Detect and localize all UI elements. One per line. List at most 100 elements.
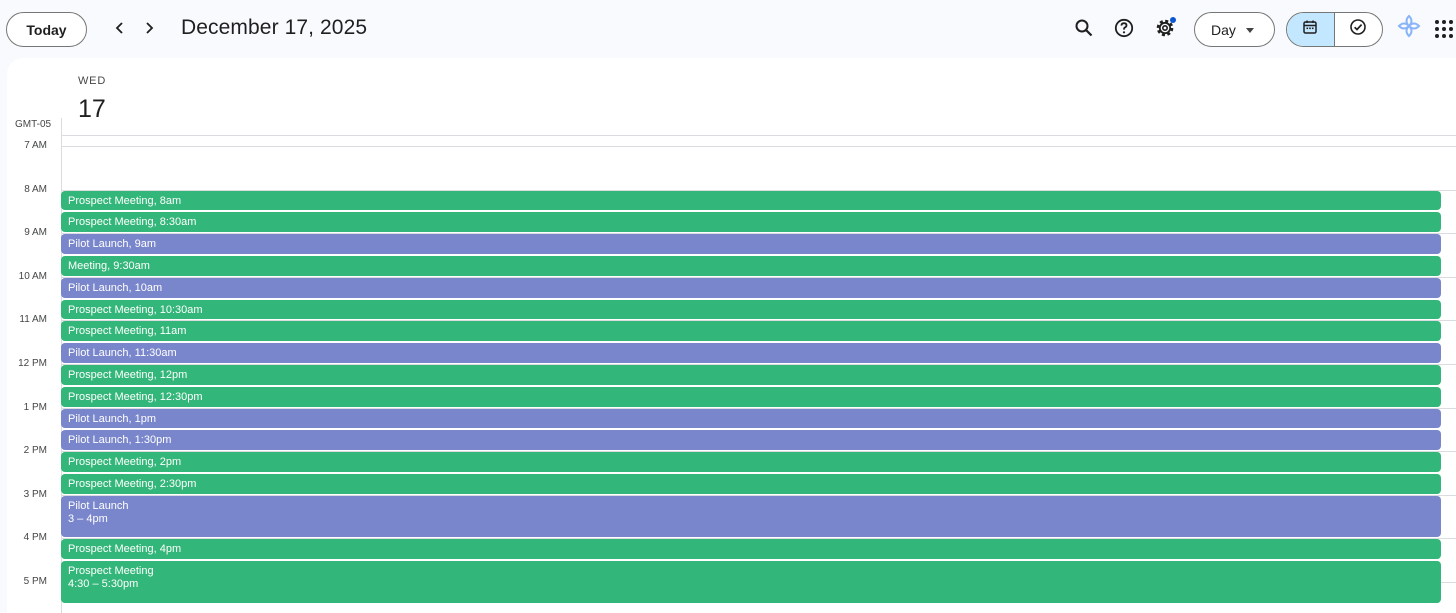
hour-gridline <box>61 407 1456 409</box>
event-time: 1:30pm <box>134 434 172 447</box>
calendar-event[interactable]: Prospect Meeting, 10:30am <box>61 299 1441 320</box>
calendar-tasks-toggle <box>1286 12 1383 47</box>
calendar-event[interactable]: Prospect Meeting, 11am <box>61 321 1441 342</box>
event-title: Prospect Meeting <box>68 478 154 490</box>
timezone-label: GMT-05 <box>15 119 52 130</box>
chevron-right-icon <box>142 21 156 40</box>
hour-label: 9 AM <box>24 227 47 239</box>
calendar-event[interactable]: Pilot Launch, 11:30am <box>61 343 1441 363</box>
settings-icon <box>1155 18 1175 43</box>
calendar-event[interactable]: Prospect Meeting, 2:30pm <box>61 474 1441 494</box>
header-divider <box>61 135 1456 136</box>
calendar-event[interactable]: Pilot Launch, 10am <box>61 277 1441 298</box>
hour-label: 10 AM <box>18 270 47 282</box>
event-time: 2:30pm <box>159 478 197 490</box>
event-title: Pilot Launch <box>68 281 129 294</box>
hour-gridline <box>61 233 1456 235</box>
event-title: Prospect Meeting <box>68 565 154 578</box>
event-time: 4:30 – 5:30pm <box>68 578 139 591</box>
event-title: Prospect Meeting <box>68 543 154 556</box>
help-button[interactable] <box>1108 14 1140 46</box>
tasks-view-button[interactable] <box>1335 13 1383 46</box>
event-time: 11:30am <box>134 347 177 360</box>
event-time: 11am <box>159 325 187 338</box>
hour-label: 5 PM <box>23 576 47 587</box>
search-icon <box>1074 18 1094 43</box>
calendar-event[interactable]: Meeting, 9:30am <box>61 256 1441 276</box>
event-title: Prospect Meeting <box>68 369 154 381</box>
event-title: Pilot Launch <box>68 412 129 425</box>
notification-dot <box>1170 17 1176 23</box>
view-selector-dropdown[interactable]: Day <box>1194 12 1275 47</box>
apps-grid-icon <box>1433 20 1455 44</box>
calendar-event[interactable]: Pilot Launch 3 – 4pm <box>61 495 1441 538</box>
event-time: 1pm <box>134 412 157 425</box>
event-title: Pilot Launch <box>68 434 129 447</box>
previous-day-button[interactable] <box>106 16 134 44</box>
calendar-event[interactable]: Prospect Meeting, 12:30pm <box>61 386 1441 407</box>
calendar-event[interactable]: Prospect Meeting 4:30 – 5:30pm <box>61 561 1441 603</box>
event-separator: , <box>128 412 135 425</box>
gemini-icon <box>1396 13 1422 44</box>
event-time: 10:30am <box>159 303 203 316</box>
today-button[interactable]: Today <box>6 12 87 47</box>
view-selector-label: Day <box>1211 21 1236 38</box>
hour-label: 8 AM <box>24 183 47 195</box>
event-time: 8:30am <box>159 216 197 229</box>
event-separator: , <box>153 194 160 207</box>
day-of-week-label: WED <box>78 75 107 87</box>
event-title: Meeting <box>68 260 108 272</box>
event-separator: , <box>153 325 160 338</box>
event-separator: , <box>153 216 160 229</box>
event-time: 3 – 4pm <box>68 512 108 525</box>
event-time: 10am <box>134 281 163 294</box>
calendar-event[interactable]: Prospect Meeting, 2pm <box>61 452 1441 472</box>
hour-gridline <box>61 146 1456 147</box>
event-separator: , <box>153 390 160 403</box>
day-of-month-button[interactable]: 17 <box>78 95 106 123</box>
event-title: Pilot Launch <box>68 347 129 360</box>
search-button[interactable] <box>1068 14 1100 46</box>
event-separator: , <box>128 238 135 251</box>
hour-gridline <box>61 189 1456 191</box>
hour-label: 7 AM <box>24 140 47 151</box>
hour-gridline <box>61 320 1456 322</box>
calendar-event[interactable]: Prospect Meeting, 12pm <box>61 365 1441 385</box>
calendar-view-button[interactable] <box>1287 13 1335 46</box>
calendar-event[interactable]: Pilot Launch, 1pm <box>61 408 1441 429</box>
event-title: Prospect Meeting <box>68 194 154 207</box>
hour-label: 12 PM <box>18 358 47 369</box>
caret-down-icon <box>1246 28 1254 33</box>
event-separator: , <box>153 543 160 556</box>
calendar-event[interactable]: Pilot Launch, 9am <box>61 234 1441 254</box>
current-date-title: December 17, 2025 <box>181 16 368 39</box>
hour-gridline <box>61 494 1456 496</box>
event-separator: , <box>153 478 160 490</box>
calendar-event[interactable]: Prospect Meeting, 8am <box>61 190 1441 211</box>
hour-gridline <box>61 451 1456 453</box>
calendar-event[interactable]: Prospect Meeting, 4pm <box>61 539 1441 560</box>
calendar-event[interactable]: Pilot Launch, 1:30pm <box>61 430 1441 451</box>
help-icon <box>1114 18 1134 43</box>
top-toolbar: Today December 17, 2025 Day <box>0 0 1456 58</box>
event-time: 12:30pm <box>159 390 203 403</box>
event-separator: , <box>107 260 114 272</box>
event-time: 8am <box>159 194 182 207</box>
event-title: Pilot Launch <box>68 238 129 251</box>
hour-label: 1 PM <box>23 401 47 413</box>
event-title: Prospect Meeting <box>68 325 154 338</box>
event-time: 9:30am <box>113 260 150 272</box>
event-title: Prospect Meeting <box>68 216 154 229</box>
hour-gridline <box>61 276 1456 278</box>
settings-button[interactable] <box>1149 14 1181 46</box>
gemini-button[interactable] <box>1395 14 1423 42</box>
calendar-icon <box>1302 19 1318 40</box>
next-day-button[interactable] <box>135 16 163 44</box>
day-column-header: WED 17 GMT-05 <box>7 58 1456 136</box>
calendar-event[interactable]: Prospect Meeting, 8:30am <box>61 212 1441 233</box>
event-separator: , <box>153 369 160 381</box>
day-view-panel: WED 17 GMT-05 7 AM 8 AM 9 AM 10 AM 11 AM 12 P… <box>7 58 1456 613</box>
apps-grid-button[interactable] <box>1433 18 1455 40</box>
event-time: 2pm <box>159 456 182 469</box>
event-separator: , <box>128 281 135 294</box>
